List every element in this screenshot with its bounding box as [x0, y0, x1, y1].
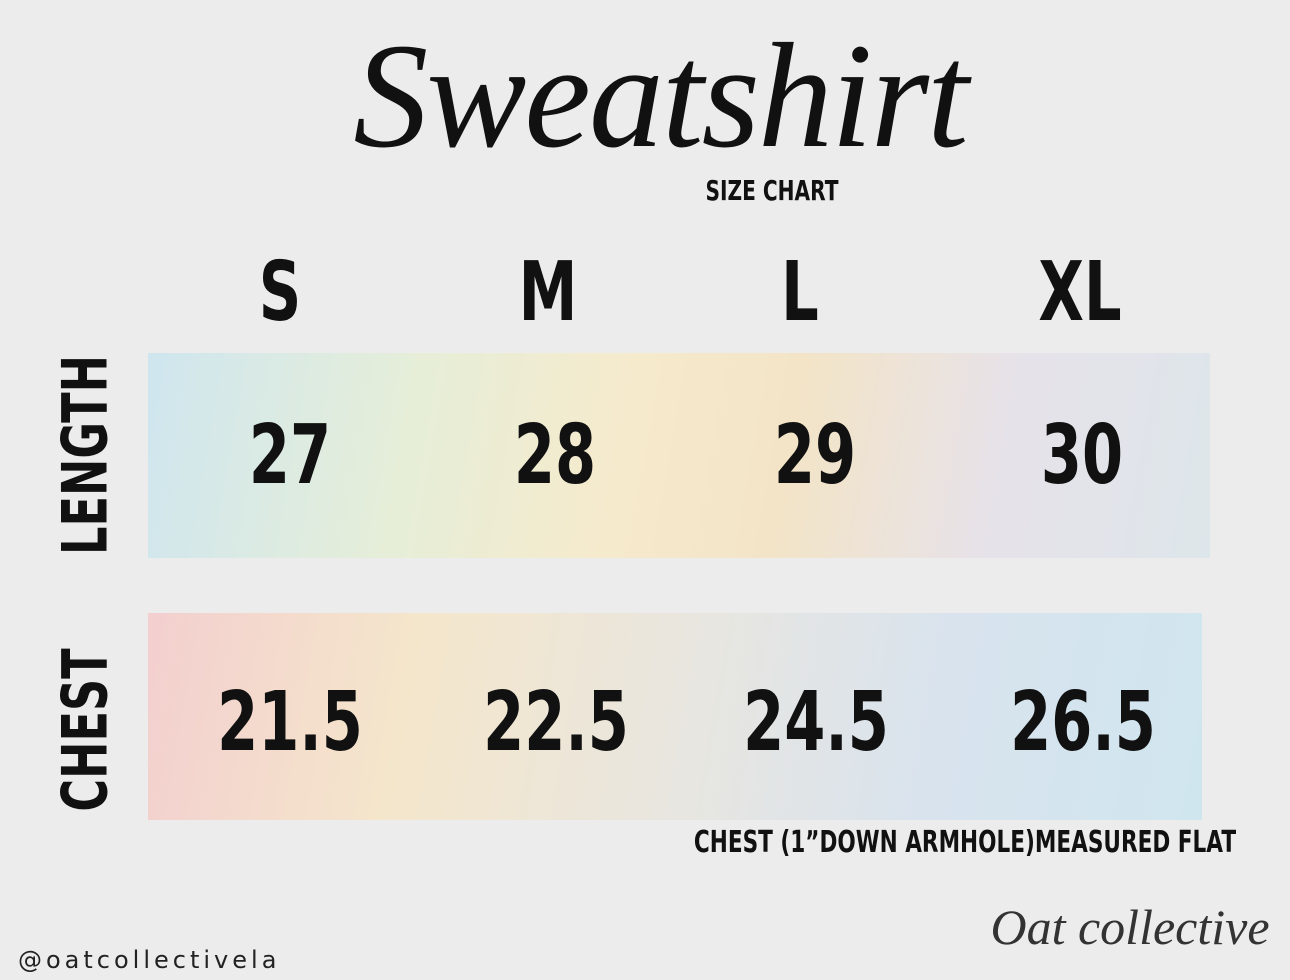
- cell: 21.5: [217, 675, 363, 770]
- row-label: CHEST: [48, 648, 122, 812]
- row-band: [148, 613, 1202, 820]
- cell: 24.5: [743, 675, 889, 770]
- cell: 26.5: [1010, 675, 1156, 770]
- title: Sweatshirt: [353, 13, 968, 179]
- cell: 30: [1040, 408, 1124, 503]
- row-band: [148, 353, 1210, 558]
- note: CHEST (1”DOWN ARMHOLE)MEASURED FLAT: [693, 825, 1237, 860]
- subtitle: SIZE CHART: [705, 174, 839, 207]
- cell: 22.5: [483, 675, 629, 770]
- column-header: XL: [1038, 245, 1122, 340]
- cell: 28: [513, 408, 597, 503]
- column-header: M: [518, 245, 578, 340]
- column-header: L: [781, 245, 819, 340]
- cell: 29: [773, 408, 857, 503]
- cell: 27: [248, 408, 332, 503]
- column-header: S: [258, 245, 302, 340]
- social-handle: @oatcollectivela: [18, 946, 281, 974]
- row-label: LENGTH: [48, 355, 122, 555]
- brand: Oat collective: [990, 899, 1270, 955]
